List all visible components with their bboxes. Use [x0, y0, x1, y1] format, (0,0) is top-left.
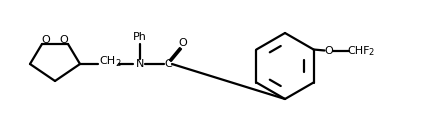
Text: CHF: CHF	[346, 45, 369, 56]
Text: O: O	[323, 45, 332, 56]
Text: Ph: Ph	[133, 32, 147, 42]
Text: O: O	[42, 35, 50, 45]
Text: 2: 2	[368, 48, 373, 57]
Text: O: O	[59, 35, 68, 45]
Text: 2: 2	[115, 59, 120, 67]
Text: CH: CH	[99, 56, 115, 66]
Text: N: N	[135, 59, 144, 69]
Text: C: C	[164, 59, 171, 69]
Text: O: O	[178, 38, 187, 48]
